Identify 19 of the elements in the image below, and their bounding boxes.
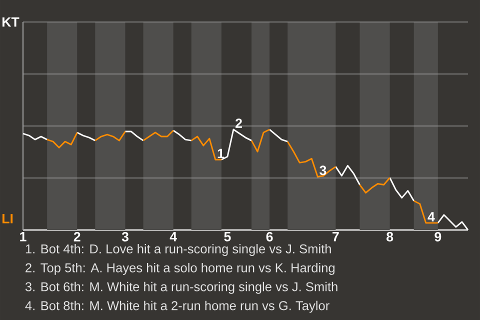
x-tick-label: 9 — [434, 232, 442, 242]
x-tick-label: 2 — [74, 232, 80, 242]
annotation: 3 — [320, 166, 326, 176]
x-tick-label: 4 — [170, 232, 177, 242]
text: 4. Bot 8th: M. White hit a 2-run home run vs G. Taylor — [25, 300, 330, 313]
x-tick-label: 3 — [122, 232, 128, 242]
x-tick-label: 8 — [386, 232, 394, 242]
annotation: 2 — [236, 118, 242, 128]
x-tick-label: 6 — [266, 232, 273, 242]
text: 3. Bot 6th: M. White hit a run-scoring single vs J. Smith — [25, 282, 338, 294]
x-tick-label: 7 — [332, 232, 339, 242]
x-tick-label: 5 — [224, 232, 231, 242]
text: KT — [2, 17, 20, 27]
annotation: 1 — [218, 148, 224, 158]
text: 2. Top 5th: A. Hayes hit a solo home run vs K. Harding — [26, 262, 335, 275]
x-tick-label: 1 — [20, 232, 26, 242]
text: 1. Bot 4th: D. Love hit a run-scoring single vs J. Smith — [26, 244, 331, 256]
annotation: 4 — [428, 212, 435, 222]
text: LI — [2, 214, 13, 224]
